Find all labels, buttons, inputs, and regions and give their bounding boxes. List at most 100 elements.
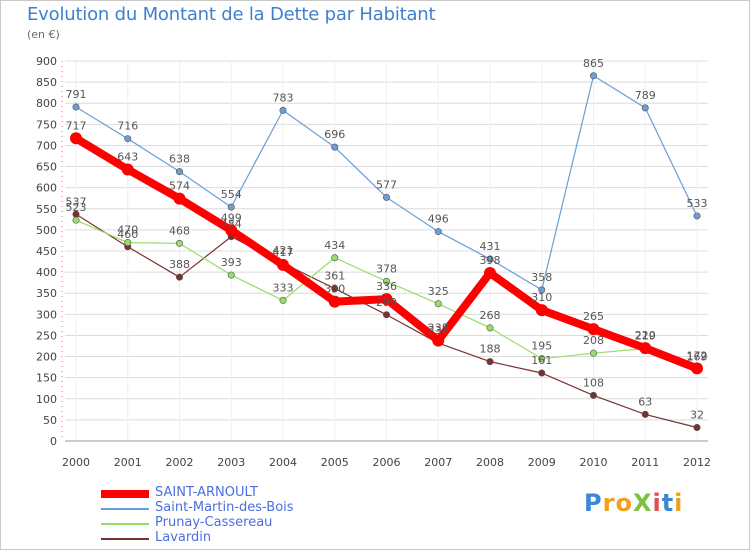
y-tick-label: 900: [36, 55, 57, 68]
data-point: [693, 423, 701, 431]
data-point: [382, 193, 390, 201]
x-tick-label: 2002: [166, 456, 194, 469]
data-label: 537: [66, 195, 87, 208]
data-label: 460: [117, 228, 138, 241]
data-label: 188: [480, 343, 501, 356]
data-point: [434, 300, 442, 308]
data-label: 716: [117, 120, 138, 133]
data-point: [176, 168, 184, 176]
data-point: [484, 266, 496, 279]
data-point: [486, 255, 494, 263]
data-label: 484: [221, 218, 242, 231]
data-label: 265: [583, 310, 604, 323]
logo-letter: P: [584, 489, 603, 517]
y-tick-label: 850: [36, 76, 57, 89]
data-label: 232: [428, 324, 449, 337]
data-point: [225, 224, 238, 237]
data-label: 398: [480, 254, 501, 267]
data-point: [227, 271, 235, 279]
data-label: 172: [687, 349, 708, 362]
y-tick-label: 450: [36, 245, 57, 258]
data-label: 378: [376, 262, 397, 275]
data-point: [432, 334, 445, 347]
data-label: 358: [531, 271, 552, 284]
y-tick-label: 150: [36, 372, 57, 385]
data-label: 554: [221, 188, 242, 201]
legend-label-prunay-cassereau: Prunay-Cassereau: [155, 515, 273, 530]
chart-title: Evolution du Montant de la Dette par Hab…: [27, 4, 436, 25]
data-point: [641, 410, 649, 418]
data-point: [279, 296, 287, 304]
y-tick-label: 500: [36, 224, 57, 237]
data-point: [227, 203, 235, 211]
data-label: 108: [583, 376, 604, 389]
data-label: 434: [324, 239, 345, 252]
data-point: [277, 258, 289, 271]
logo-letter: i: [674, 489, 684, 517]
y-tick-label: 250: [36, 329, 57, 342]
data-label: 330: [324, 283, 345, 296]
data-point: [380, 293, 393, 306]
data-point: [538, 286, 546, 294]
data-point: [72, 216, 80, 224]
data-point: [589, 391, 597, 399]
data-point: [328, 295, 341, 308]
data-label: 336: [376, 280, 397, 293]
y-tick-label: 300: [36, 308, 57, 321]
data-label: 299: [376, 296, 397, 309]
data-label: 717: [66, 119, 87, 132]
data-point: [124, 135, 132, 143]
data-label: 470: [117, 224, 138, 237]
data-label: 865: [583, 57, 604, 70]
data-point: [121, 163, 134, 176]
data-point: [279, 106, 287, 114]
data-label: 268: [480, 309, 501, 322]
x-tick-label: 2000: [62, 456, 90, 469]
data-label: 523: [66, 201, 87, 214]
y-tick-label: 550: [36, 203, 57, 216]
data-label: 63: [638, 395, 652, 408]
data-point: [538, 369, 546, 377]
legend-label-saint-arnoult: SAINT-ARNOULT: [155, 485, 258, 500]
data-point: [486, 324, 494, 332]
x-tick-label: 2007: [424, 456, 452, 469]
proxiti-logo: ProXiti: [584, 489, 683, 517]
data-point: [589, 349, 597, 357]
data-point: [382, 277, 390, 285]
x-tick-label: 2008: [476, 456, 504, 469]
logo-letter: o: [615, 489, 633, 517]
data-label: 431: [480, 240, 501, 253]
data-label: 238: [428, 322, 449, 335]
data-point: [382, 311, 390, 319]
data-label: 696: [324, 128, 345, 141]
data-label: 169: [687, 351, 708, 364]
data-point: [587, 323, 600, 336]
legend-label-saint-martin-des-bois: Saint-Martin-des-Bois: [155, 500, 294, 515]
data-point: [641, 104, 649, 112]
logo-letter: r: [602, 489, 616, 517]
data-label: 208: [583, 334, 604, 347]
data-point: [535, 304, 548, 317]
data-label: 388: [169, 258, 190, 271]
y-tick-label: 200: [36, 351, 57, 364]
data-point: [331, 254, 339, 262]
y-tick-label: 350: [36, 287, 57, 300]
data-label: 499: [221, 211, 242, 224]
x-tick-label: 2011: [631, 456, 659, 469]
y-tick-label: 50: [43, 414, 57, 427]
y-tick-label: 600: [36, 182, 57, 195]
data-point: [486, 358, 494, 366]
logo-letter: t: [661, 489, 675, 517]
legend-swatch-prunay-cassereau: [101, 523, 149, 525]
data-label: 219: [635, 330, 656, 343]
x-tick-label: 2003: [217, 456, 245, 469]
y-tick-label: 650: [36, 161, 57, 174]
x-tick-label: 2010: [580, 456, 608, 469]
y-tick-label: 800: [36, 97, 57, 110]
unit-label: (en €): [27, 28, 60, 41]
data-label: 783: [273, 91, 294, 104]
legend-label-lavardin: Lavardin: [155, 530, 212, 545]
data-label: 195: [531, 340, 552, 353]
data-label: 643: [117, 151, 138, 164]
